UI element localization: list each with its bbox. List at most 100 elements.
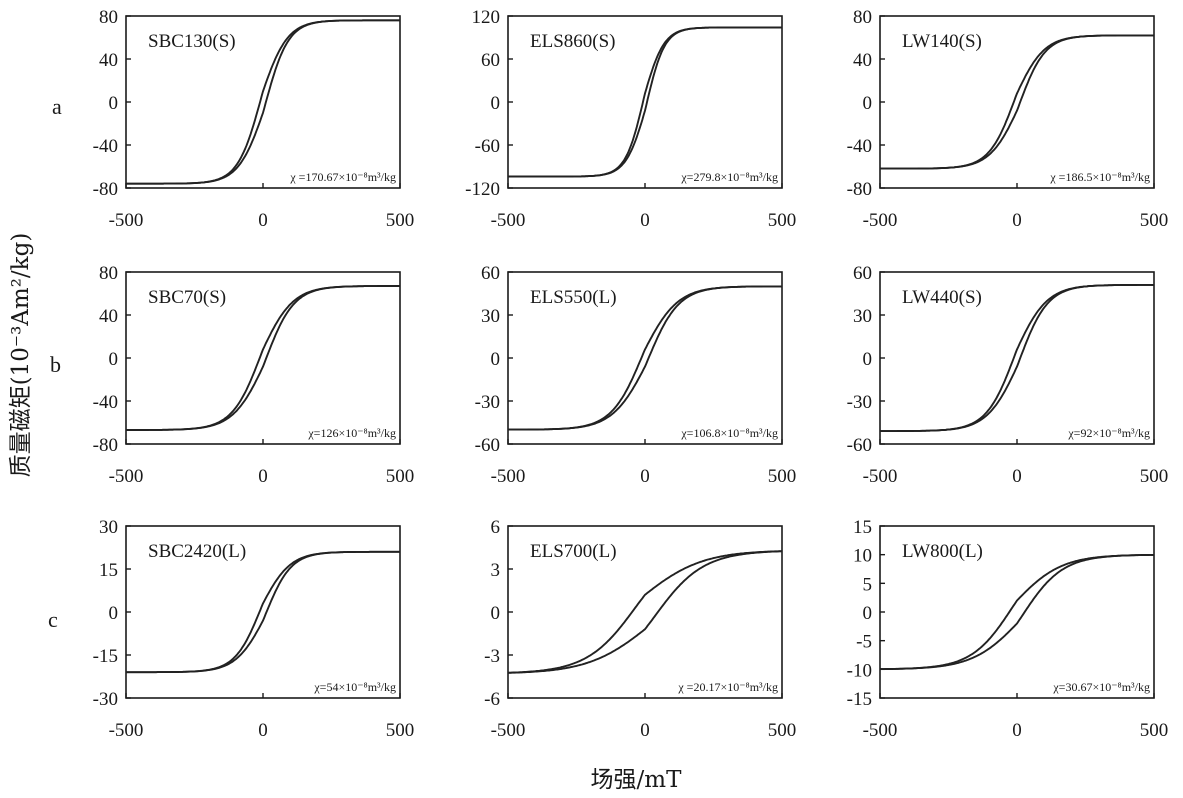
y-tick-label: 0 bbox=[863, 603, 873, 624]
x-tick-label: -500 bbox=[109, 210, 144, 231]
x-tick-label: 500 bbox=[386, 720, 415, 741]
y-tick-label: 3 bbox=[491, 560, 501, 581]
panel-title: LW800(L) bbox=[902, 541, 983, 562]
x-axis-label: 场强/mT bbox=[591, 767, 683, 793]
x-tick-label: 500 bbox=[1140, 720, 1169, 741]
panel-title: SBC130(S) bbox=[148, 31, 236, 52]
y-tick-label: -15 bbox=[847, 689, 872, 710]
x-tick-label: 500 bbox=[386, 466, 415, 487]
y-tick-label: 80 bbox=[853, 7, 872, 28]
x-tick-label: -500 bbox=[109, 720, 144, 741]
susceptibility-annotation: χ=54×10⁻⁸m³/kg bbox=[313, 680, 396, 694]
x-tick-label: -500 bbox=[491, 466, 526, 487]
susceptibility-annotation: χ =20.17×10⁻⁸m³/kg bbox=[677, 680, 778, 694]
susceptibility-annotation: χ =170.67×10⁻⁸m³/kg bbox=[289, 170, 396, 184]
hysteresis-branch-descending bbox=[880, 553, 1154, 671]
y-tick-label: 80 bbox=[99, 7, 118, 28]
y-tick-label: 40 bbox=[99, 306, 118, 327]
panel-title: ELS550(L) bbox=[530, 287, 617, 308]
y-axis-label: 质量磁矩(10⁻³Am²/kg) bbox=[8, 233, 34, 478]
x-tick-label: 500 bbox=[1140, 210, 1169, 231]
y-tick-label: 0 bbox=[863, 93, 873, 114]
y-tick-label: 40 bbox=[99, 50, 118, 71]
hysteresis-branch-descending bbox=[880, 34, 1154, 170]
y-tick-label: 0 bbox=[109, 349, 119, 370]
hysteresis-branch-ascending bbox=[507, 550, 782, 674]
hysteresis-branch-descending bbox=[508, 550, 783, 674]
x-tick-label: 0 bbox=[258, 466, 268, 487]
y-tick-label: 6 bbox=[491, 517, 501, 538]
y-tick-label: -5 bbox=[856, 632, 872, 653]
x-tick-label: 0 bbox=[640, 466, 650, 487]
hysteresis-branch-ascending bbox=[126, 285, 400, 431]
x-tick-label: 0 bbox=[258, 210, 268, 231]
x-tick-label: -500 bbox=[863, 210, 898, 231]
y-tick-label: 10 bbox=[853, 546, 872, 567]
y-tick-label: -3 bbox=[484, 646, 500, 667]
susceptibility-annotation: χ=279.8×10⁻⁸m³/kg bbox=[680, 170, 778, 184]
y-tick-label: -6 bbox=[484, 689, 500, 710]
hysteresis-branch-ascending bbox=[126, 19, 400, 185]
y-tick-label: 60 bbox=[853, 263, 872, 284]
y-tick-label: 0 bbox=[491, 603, 501, 624]
panel-title: LW440(S) bbox=[902, 287, 982, 308]
x-tick-label: 0 bbox=[640, 210, 650, 231]
x-tick-label: -500 bbox=[863, 466, 898, 487]
y-tick-label: 0 bbox=[491, 93, 501, 114]
x-tick-label: 500 bbox=[768, 466, 797, 487]
panel-lw140-s-: 80 40 0 -40 -80 -500 0 500 LW140(S) χ =186.5×10⁻⁸… bbox=[847, 7, 1169, 231]
hysteresis-branch-ascending bbox=[880, 283, 1154, 433]
y-tick-label: 30 bbox=[853, 306, 872, 327]
panel-sbc130-s-: 80 40 0 -40 -80 -500 0 500 SBC130(S) χ =170.67×10… bbox=[93, 7, 415, 231]
panel-title: ELS700(L) bbox=[530, 541, 617, 562]
x-tick-label: 0 bbox=[1012, 466, 1022, 487]
y-tick-label: -60 bbox=[475, 435, 500, 456]
row-label-c: c bbox=[48, 607, 58, 632]
y-tick-label: -30 bbox=[847, 392, 872, 413]
y-tick-label: 120 bbox=[472, 7, 501, 28]
hysteresis-branch-ascending bbox=[508, 26, 782, 178]
row-label-a: a bbox=[52, 94, 62, 119]
y-tick-label: 15 bbox=[853, 517, 872, 538]
hysteresis-branch-ascending bbox=[508, 285, 782, 431]
panel-lw800-l-: 15 10 5 0 -5 -10 -15 -500 0 500 LW800(L) χ=30.67×10… bbox=[847, 517, 1169, 741]
x-tick-label: 0 bbox=[1012, 210, 1022, 231]
y-tick-label: 80 bbox=[99, 263, 118, 284]
y-tick-label: -30 bbox=[93, 689, 118, 710]
x-tick-label: 0 bbox=[258, 720, 268, 741]
y-tick-label: 30 bbox=[481, 306, 500, 327]
panel-els860-s-: 120 60 0 -60 -120 -500 0 500 ELS860(S) χ=279.8×10… bbox=[465, 7, 796, 231]
panel-title: LW140(S) bbox=[902, 31, 982, 52]
susceptibility-annotation: χ=106.8×10⁻⁸m³/kg bbox=[680, 426, 778, 440]
y-tick-label: 60 bbox=[481, 263, 500, 284]
y-tick-label: -15 bbox=[93, 646, 118, 667]
y-tick-label: -40 bbox=[93, 392, 118, 413]
panel-title: SBC70(S) bbox=[148, 287, 226, 308]
y-tick-label: 0 bbox=[863, 349, 873, 370]
y-tick-label: -80 bbox=[847, 179, 872, 200]
panel-title: SBC2420(L) bbox=[148, 541, 246, 562]
panel-title: ELS860(S) bbox=[530, 31, 616, 52]
x-tick-label: 500 bbox=[386, 210, 415, 231]
y-tick-label: 30 bbox=[99, 517, 118, 538]
y-tick-label: 0 bbox=[109, 603, 119, 624]
y-tick-label: -40 bbox=[93, 136, 118, 157]
hysteresis-branch-descending bbox=[126, 550, 400, 674]
y-tick-label: -30 bbox=[475, 392, 500, 413]
y-tick-label: -10 bbox=[847, 660, 872, 681]
susceptibility-annotation: χ=126×10⁻⁸m³/kg bbox=[307, 426, 396, 440]
panel-els700-l-: 6 3 0 -3 -6 -500 0 500 ELS700(L) χ =20.17×10⁻⁸m³/… bbox=[484, 517, 796, 741]
susceptibility-annotation: χ=92×10⁻⁸m³/kg bbox=[1067, 426, 1150, 440]
y-tick-label: -80 bbox=[93, 435, 118, 456]
y-tick-label: 5 bbox=[863, 574, 873, 595]
x-tick-label: 0 bbox=[1012, 720, 1022, 741]
y-tick-label: 40 bbox=[853, 50, 872, 71]
y-tick-label: -80 bbox=[93, 179, 118, 200]
x-tick-label: 0 bbox=[640, 720, 650, 741]
row-label-b: b bbox=[50, 352, 61, 377]
hysteresis-branch-ascending bbox=[880, 34, 1154, 170]
x-tick-label: -500 bbox=[109, 466, 144, 487]
y-tick-label: -60 bbox=[847, 435, 872, 456]
x-tick-label: 500 bbox=[768, 210, 797, 231]
y-tick-label: 60 bbox=[481, 50, 500, 71]
